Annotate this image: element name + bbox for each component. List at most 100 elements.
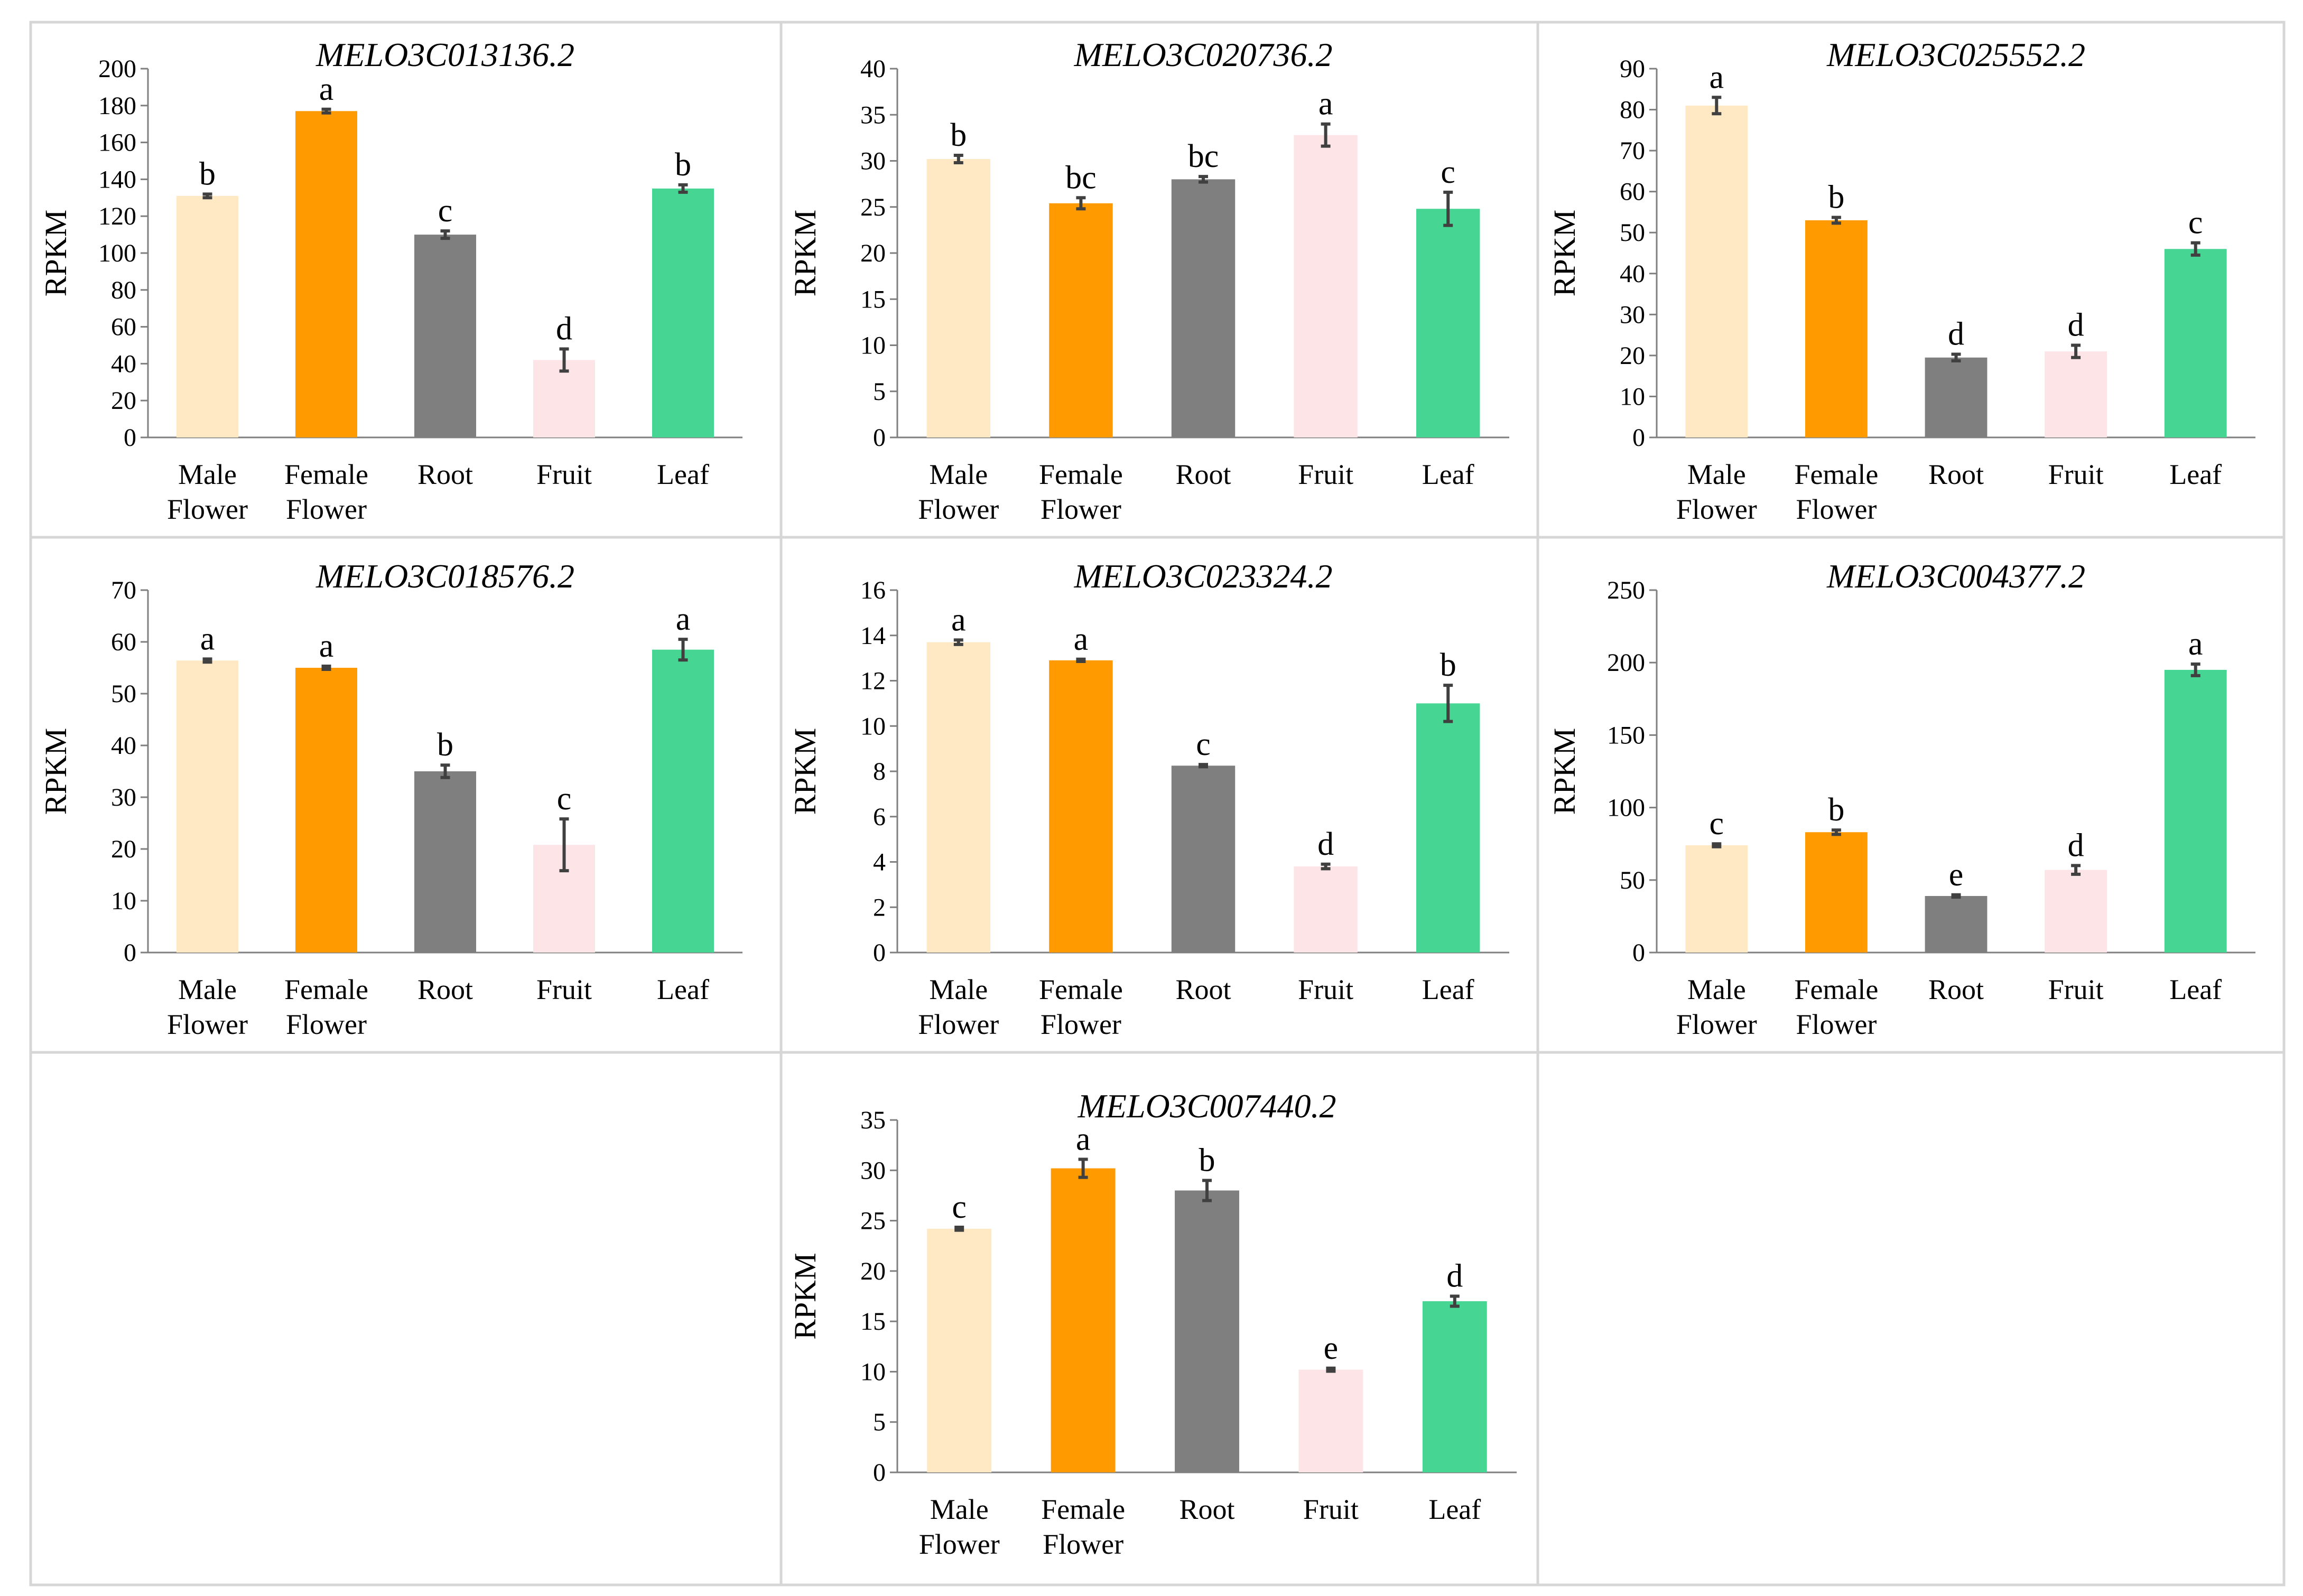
bar-male-flower [1685, 845, 1748, 953]
y-tick-label: 200 [98, 55, 136, 83]
y-tick-label: 90 [1620, 55, 1645, 83]
chart-4: MELO3C018576.2 0 10 20 30 40 50 60 70 RPKM a Male Fl… [39, 557, 742, 1040]
y-tick-label: 0 [1632, 939, 1645, 967]
significance-letter: c [438, 193, 453, 229]
significance-letter: c [1710, 806, 1724, 842]
bar-root [1925, 895, 1988, 953]
category-label: Male [929, 974, 988, 1005]
significance-letter: a [1710, 59, 1724, 95]
y-tick-label: 30 [860, 1156, 886, 1184]
category-label: Fruit [536, 459, 592, 490]
y-tick-label: 30 [1620, 301, 1645, 329]
significance-letter: d [556, 311, 572, 347]
category-label: Flower [167, 1009, 248, 1040]
chart-title: MELO3C004377.2 [1826, 557, 2085, 595]
bar-leaf [2164, 669, 2227, 953]
bar-male-flower [177, 195, 238, 437]
category-label: Female [1039, 974, 1123, 1005]
y-tick-label: 50 [1620, 866, 1645, 894]
y-tick-label: 60 [111, 628, 136, 656]
grid-cell-border [1536, 1051, 2286, 1586]
category-label: Leaf [1422, 974, 1474, 1005]
y-tick-label: 140 [98, 165, 136, 193]
y-axis-title: RPKM [39, 210, 73, 296]
bar-leaf [2164, 249, 2227, 437]
bar-fruit [1298, 1369, 1363, 1472]
significance-letter: d [1948, 316, 1964, 352]
y-tick-label: 40 [111, 350, 136, 378]
y-tick-label: 0 [873, 424, 886, 452]
category-label: Female [284, 459, 368, 490]
bar-fruit [2045, 351, 2107, 437]
significance-letter: b [199, 156, 216, 192]
significance-letter: b [1199, 1142, 1215, 1178]
category-label: Root [1175, 974, 1231, 1005]
y-tick-label: 100 [98, 239, 136, 267]
bar-female-flower [295, 668, 357, 953]
bar-male-flower [926, 159, 991, 437]
category-label: Root [1928, 974, 1984, 1005]
y-tick-label: 15 [860, 285, 886, 313]
category-label: Root [417, 459, 473, 490]
significance-letter: a [200, 621, 215, 657]
significance-letter: a [319, 71, 334, 107]
category-label: Root [1179, 1494, 1234, 1525]
category-label: Flower [286, 1009, 367, 1040]
bar-leaf [1416, 209, 1480, 437]
category-label: Fruit [1303, 1494, 1359, 1525]
category-label: Male [930, 1494, 989, 1525]
bar-female-flower [1805, 832, 1868, 953]
category-label: Leaf [1428, 1494, 1481, 1525]
category-label: Root [1175, 459, 1231, 490]
y-tick-label: 10 [111, 887, 136, 915]
significance-letter: a [1076, 1121, 1091, 1157]
grid-borders [29, 21, 2286, 1586]
y-tick-label: 50 [1620, 219, 1645, 247]
bar-root [414, 771, 476, 953]
category-label: Fruit [1298, 974, 1353, 1005]
y-tick-label: 70 [1620, 137, 1645, 165]
bar-leaf [1422, 1301, 1487, 1472]
y-axis-title: RPKM [1547, 728, 1582, 815]
charts-layer: MELO3C013136.202040608010012014016018020… [39, 36, 2255, 1560]
bar-female-flower [1051, 1168, 1116, 1472]
bar-leaf [652, 649, 714, 953]
y-tick-label: 35 [860, 1106, 886, 1134]
category-label: Flower [1041, 1009, 1121, 1040]
significance-letter: c [2188, 205, 2203, 241]
y-tick-label: 60 [111, 313, 136, 341]
y-tick-label: 120 [98, 202, 136, 230]
y-tick-label: 20 [1620, 342, 1645, 370]
bar-root [1171, 179, 1236, 437]
y-tick-label: 40 [111, 732, 136, 760]
category-label: Female [1041, 1494, 1125, 1525]
y-tick-label: 20 [111, 835, 136, 863]
category-label: Leaf [657, 974, 709, 1005]
category-label: Leaf [1422, 459, 1474, 490]
category-label: Flower [918, 1009, 999, 1040]
y-tick-label: 5 [873, 1408, 886, 1436]
y-tick-label: 20 [860, 239, 886, 267]
chart-title: MELO3C023324.2 [1074, 557, 1333, 595]
y-tick-label: 100 [1607, 794, 1645, 822]
y-tick-label: 10 [860, 332, 886, 360]
y-tick-label: 40 [1620, 260, 1645, 288]
category-label: Leaf [2169, 974, 2222, 1005]
y-tick-label: 50 [111, 680, 136, 708]
significance-letter: a [1074, 621, 1089, 657]
category-label: Flower [1041, 493, 1121, 525]
y-axis-title: RPKM [1547, 210, 1582, 296]
category-label: Leaf [2169, 459, 2222, 490]
significance-letter: b [1440, 647, 1456, 683]
category-label: Fruit [1298, 459, 1353, 490]
category-label: Leaf [657, 459, 709, 490]
y-tick-label: 25 [860, 193, 886, 221]
category-label: Female [1794, 974, 1878, 1005]
bar-female-flower [1049, 203, 1113, 437]
y-tick-label: 10 [1620, 382, 1645, 410]
significance-letter: d [1446, 1258, 1463, 1294]
bar-root [414, 235, 476, 437]
category-label: Female [284, 974, 368, 1005]
category-label: Fruit [2048, 974, 2104, 1005]
